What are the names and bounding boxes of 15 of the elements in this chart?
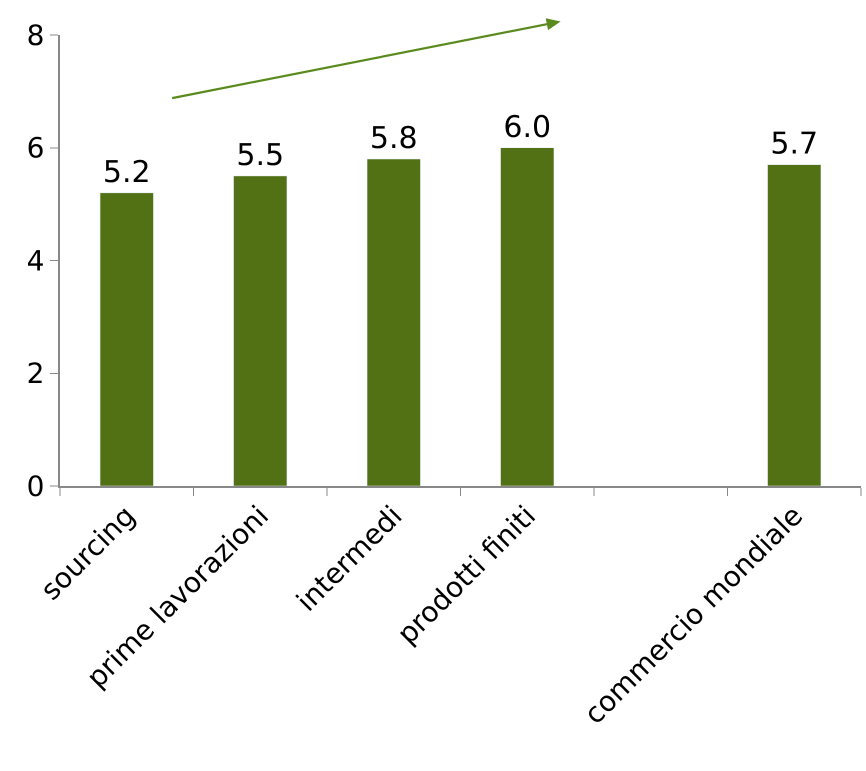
bar bbox=[100, 192, 154, 486]
data-label: 6.0 bbox=[503, 110, 552, 145]
data-label: 5.7 bbox=[770, 126, 818, 162]
y-tick-label: 0 bbox=[26, 470, 44, 503]
y-tick-label: 6 bbox=[26, 132, 44, 165]
bar bbox=[366, 158, 421, 486]
y-tick-label: 2 bbox=[26, 357, 44, 390]
y-tick-label: 4 bbox=[26, 244, 44, 278]
data-label: 5.2 bbox=[102, 154, 151, 190]
data-label: 5.8 bbox=[370, 121, 418, 156]
y-tick-label: 8 bbox=[26, 18, 44, 52]
bar bbox=[233, 176, 288, 486]
bar bbox=[767, 164, 822, 486]
data-label: 5.5 bbox=[236, 138, 284, 173]
bar bbox=[500, 148, 554, 486]
